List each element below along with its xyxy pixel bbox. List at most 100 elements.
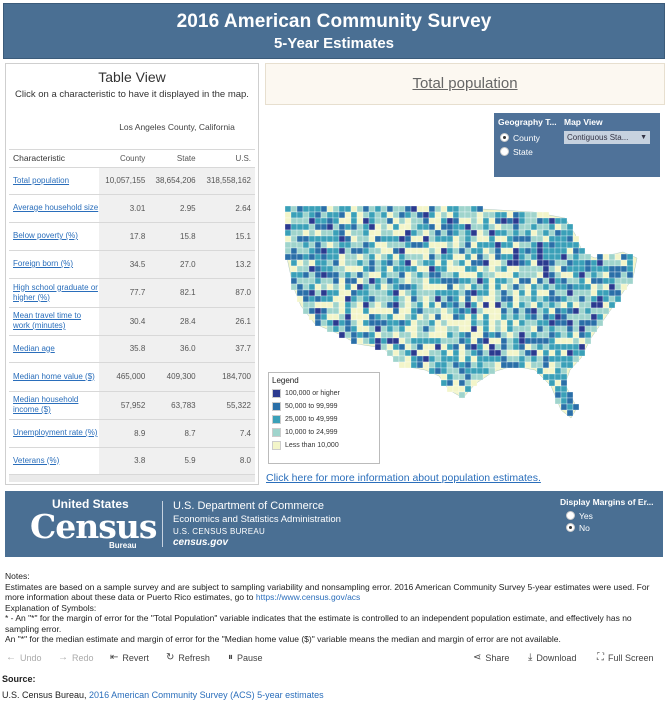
county-cell[interactable] — [548, 373, 556, 381]
county-cell[interactable] — [566, 307, 574, 315]
county-cell[interactable] — [512, 319, 520, 327]
county-cell[interactable] — [428, 229, 436, 237]
county-cell[interactable] — [350, 313, 358, 321]
county-cell[interactable] — [476, 217, 484, 225]
county-cell[interactable] — [536, 277, 544, 285]
county-cell[interactable] — [554, 283, 562, 291]
county-cell[interactable] — [560, 241, 568, 249]
county-cell[interactable] — [320, 247, 328, 255]
county-cell[interactable] — [338, 295, 346, 303]
county-cell[interactable] — [518, 271, 526, 279]
map-view-select[interactable]: Contiguous Sta... ▼ — [564, 131, 650, 144]
geography-option-county[interactable]: County — [500, 133, 540, 143]
county-cell[interactable] — [344, 259, 352, 267]
county-cell[interactable] — [398, 235, 406, 243]
county-cell[interactable] — [434, 355, 442, 363]
county-cell[interactable] — [302, 295, 310, 303]
county-cell[interactable] — [626, 259, 634, 267]
county-cell[interactable] — [458, 379, 466, 387]
county-cell[interactable] — [320, 217, 328, 225]
county-cell[interactable] — [350, 295, 358, 303]
county-cell[interactable] — [380, 265, 388, 273]
county-cell[interactable] — [464, 313, 472, 321]
county-cell[interactable] — [554, 325, 562, 333]
county-cell[interactable] — [464, 259, 472, 267]
county-cell[interactable] — [470, 265, 478, 273]
county-cell[interactable] — [530, 211, 538, 219]
county-cell[interactable] — [500, 319, 508, 327]
county-cell[interactable] — [530, 229, 538, 237]
county-cell[interactable] — [350, 283, 358, 291]
county-cell[interactable] — [572, 235, 580, 243]
county-cell[interactable] — [542, 211, 550, 219]
county-cell[interactable] — [296, 205, 304, 213]
county-cell[interactable] — [422, 349, 430, 357]
county-cell[interactable] — [446, 259, 454, 267]
county-cell[interactable] — [314, 319, 322, 327]
county-cell[interactable] — [356, 271, 364, 279]
county-cell[interactable] — [470, 241, 478, 249]
county-cell[interactable] — [416, 277, 424, 285]
county-cell[interactable] — [494, 265, 502, 273]
county-cell[interactable] — [446, 349, 454, 357]
county-cell[interactable] — [446, 211, 454, 219]
county-cell[interactable] — [344, 205, 352, 213]
county-cell[interactable] — [500, 265, 508, 273]
county-cell[interactable] — [350, 235, 358, 243]
county-cell[interactable] — [560, 223, 568, 231]
county-cell[interactable] — [368, 295, 376, 303]
county-cell[interactable] — [410, 211, 418, 219]
county-cell[interactable] — [566, 409, 574, 417]
county-cell[interactable] — [386, 325, 394, 333]
county-cell[interactable] — [530, 349, 538, 357]
county-cell[interactable] — [572, 343, 580, 351]
county-cell[interactable] — [584, 277, 592, 285]
county-cell[interactable] — [404, 247, 412, 255]
county-cell[interactable] — [398, 307, 406, 315]
county-cell[interactable] — [374, 259, 382, 267]
county-cell[interactable] — [566, 259, 574, 267]
county-cell[interactable] — [362, 289, 370, 297]
county-cell[interactable] — [344, 253, 352, 261]
county-cell[interactable] — [422, 313, 430, 321]
county-cell[interactable] — [578, 301, 586, 309]
county-cell[interactable] — [440, 253, 448, 261]
county-cell[interactable] — [560, 361, 568, 369]
county-cell[interactable] — [398, 337, 406, 345]
county-cell[interactable] — [338, 259, 346, 267]
county-cell[interactable] — [446, 229, 454, 237]
county-cell[interactable] — [416, 223, 424, 231]
county-cell[interactable] — [512, 349, 520, 357]
county-cell[interactable] — [482, 235, 490, 243]
county-cell[interactable] — [356, 325, 364, 333]
county-cell[interactable] — [314, 307, 322, 315]
county-cell[interactable] — [416, 289, 424, 297]
county-cell[interactable] — [416, 355, 424, 363]
county-cell[interactable] — [368, 229, 376, 237]
county-cell[interactable] — [524, 331, 532, 339]
county-cell[interactable] — [314, 277, 322, 285]
fullscreen-button[interactable]: ⛶ Full Screen — [597, 652, 654, 663]
county-cell[interactable] — [440, 361, 448, 369]
county-cell[interactable] — [506, 325, 514, 333]
county-cell[interactable] — [506, 235, 514, 243]
county-cell[interactable] — [338, 319, 346, 327]
county-cell[interactable] — [482, 361, 490, 369]
county-cell[interactable] — [416, 331, 424, 339]
county-cell[interactable] — [302, 229, 310, 237]
county-cell[interactable] — [398, 349, 406, 357]
county-cell[interactable] — [386, 295, 394, 303]
county-cell[interactable] — [428, 247, 436, 255]
county-cell[interactable] — [518, 283, 526, 291]
county-cell[interactable] — [512, 283, 520, 291]
county-cell[interactable] — [380, 271, 388, 279]
county-cell[interactable] — [518, 265, 526, 273]
county-cell[interactable] — [440, 373, 448, 381]
county-cell[interactable] — [410, 325, 418, 333]
county-cell[interactable] — [458, 355, 466, 363]
county-cell[interactable] — [326, 217, 334, 225]
county-cell[interactable] — [530, 289, 538, 297]
county-cell[interactable] — [554, 289, 562, 297]
county-cell[interactable] — [314, 205, 322, 213]
county-cell[interactable] — [596, 295, 604, 303]
